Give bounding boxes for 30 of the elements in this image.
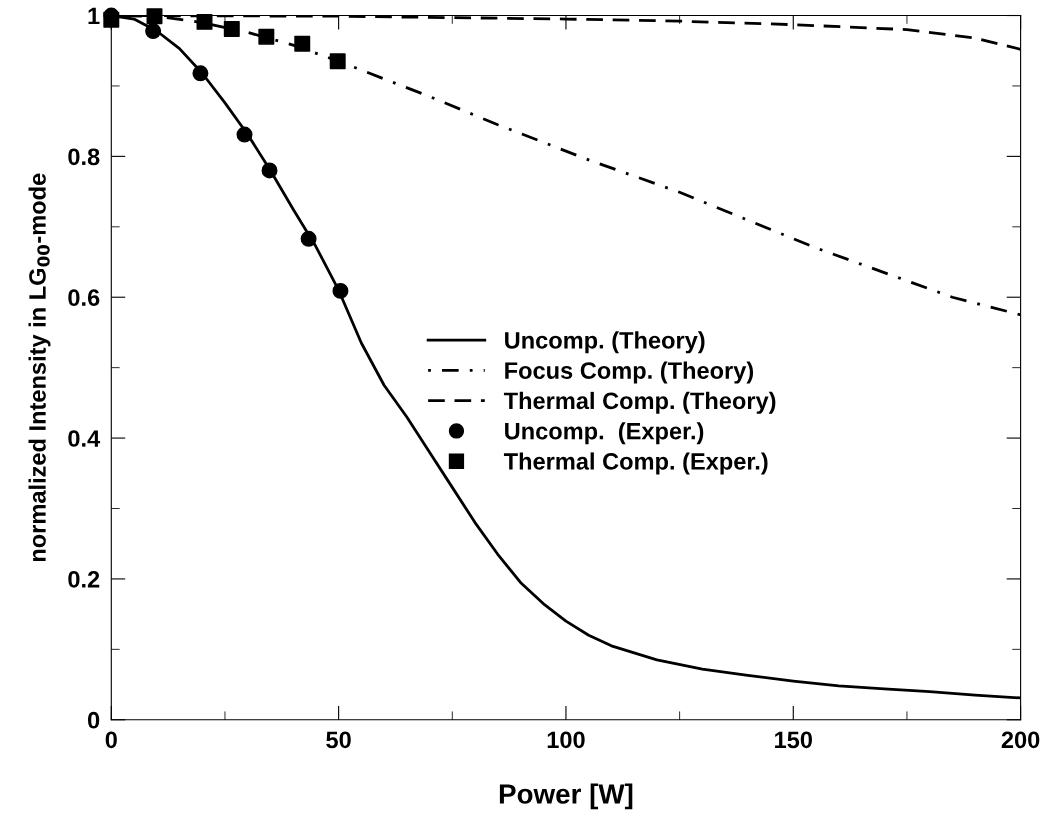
legend-label: Thermal Comp. (Exper.) [503,452,768,475]
point [192,65,209,82]
y-tick-label: 0.2 [68,570,100,588]
y-tick-label: 1 [88,7,100,25]
point [294,35,311,52]
x-tick-label: 200 [1001,731,1040,749]
x-tick-label: 100 [547,731,585,749]
y-tick-label: 0.4 [68,430,101,447]
x-tick-label: 0 [105,731,117,749]
point [196,13,213,30]
y-axis-title: normalized Intensity in LG$_{00}$-mode [28,173,51,562]
legend-label: Focus Comp. (Theory) [505,361,754,384]
x-tick-label: 50 [326,731,351,749]
legend-label: Thermal Comp. (Theory) [503,391,776,414]
point [145,23,162,39]
y-tick-label: 0.8 [68,148,100,166]
x-tick-label: 150 [775,731,813,749]
legend-label: Uncomp. (Exper.) [505,422,704,445]
point [258,28,275,45]
legend-label: Uncomp. (Theory) [505,331,705,354]
point [329,53,346,70]
point [332,282,349,299]
y-tick-label: 0 [87,711,100,729]
point [300,230,317,247]
y-tick-label: 0.6 [68,289,100,307]
point [146,8,163,25]
point [223,20,240,37]
point [261,162,278,179]
x-axis-title: Power [W] [499,783,633,810]
point [236,126,253,143]
